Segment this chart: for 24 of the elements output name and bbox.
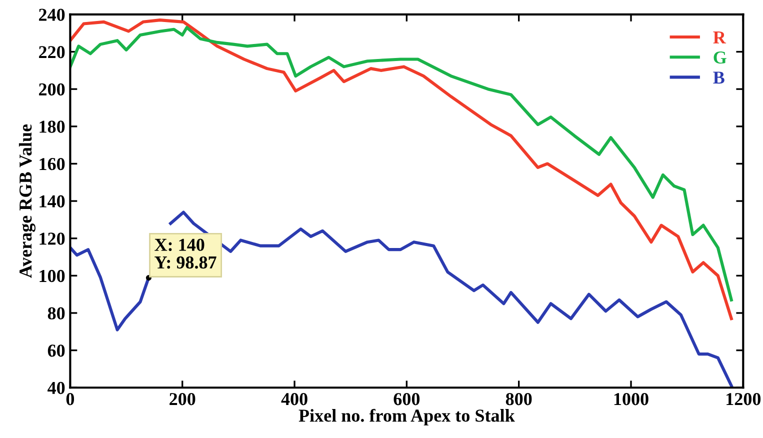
y-tick-label: 220	[39, 46, 65, 58]
x-tick-label: 1000	[614, 393, 648, 406]
y-tick-label: 160	[40, 158, 65, 170]
annotation: X: 140 Y: 98.87	[154, 238, 216, 269]
y-tick-label: 140	[40, 195, 65, 208]
x-tick-label: 1200	[726, 393, 761, 406]
y-tick-label: 100	[40, 270, 65, 282]
y-tick-label: 80	[48, 307, 65, 320]
x-tick-label: 600	[394, 393, 420, 406]
x-tick-label: 800	[506, 393, 532, 406]
y-axis-title: Average RGB Value	[18, 124, 36, 278]
legend-label: B	[713, 72, 724, 84]
y-tick-label: 120	[40, 232, 65, 245]
legend-label: G	[714, 51, 726, 64]
y-tick-label: 40	[48, 382, 65, 394]
y-tick-label: 240	[39, 8, 65, 21]
x-tick-label: 0	[66, 393, 74, 406]
x-axis-title: Pixel no. from Apex to Stalk	[298, 408, 515, 426]
x-tick-label: 200	[170, 393, 196, 406]
y-tick-label: 200	[39, 83, 65, 96]
x-tick-label: 400	[281, 393, 308, 406]
legend-label: R	[713, 32, 726, 44]
y-tick-label: 60	[48, 344, 65, 357]
y-tick-label: 180	[40, 120, 65, 133]
